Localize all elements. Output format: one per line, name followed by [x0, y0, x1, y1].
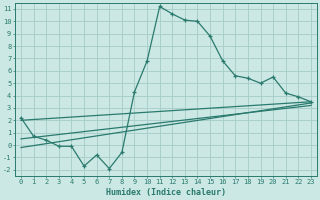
X-axis label: Humidex (Indice chaleur): Humidex (Indice chaleur) [106, 188, 226, 197]
